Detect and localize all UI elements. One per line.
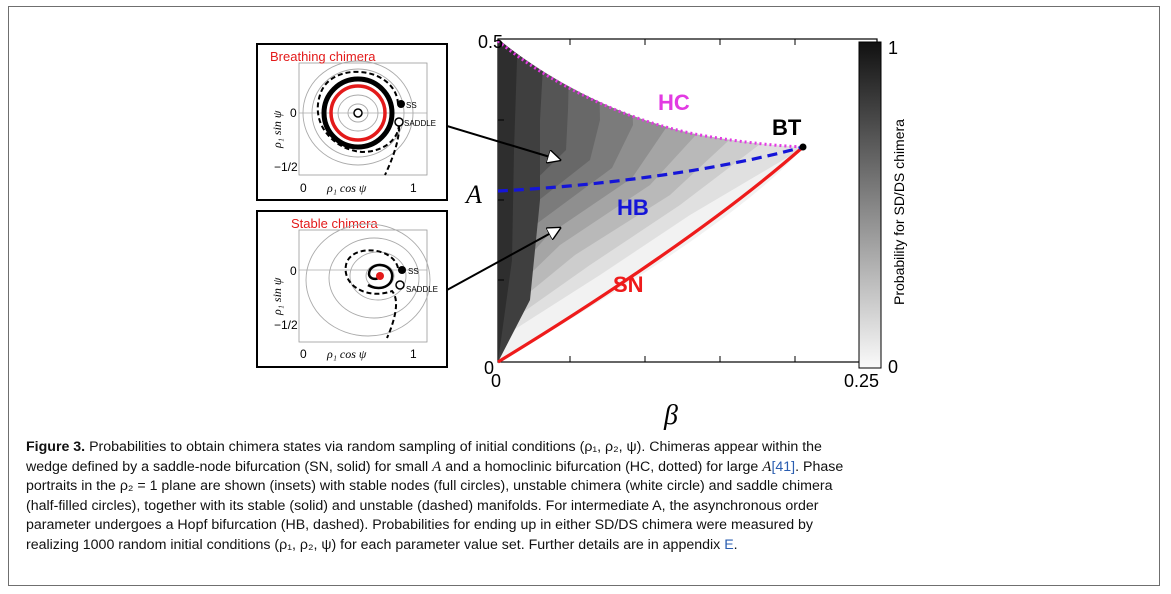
caption-line-2b: and a homoclinic bifurcation (HC, dotted…	[441, 458, 763, 475]
inset-top-ytick-0: 0	[290, 106, 297, 120]
colorbar-tick-top: 1	[888, 38, 898, 58]
hc-curve	[497, 39, 804, 149]
caption-line-1: Probabilities to obtain chimera states v…	[85, 439, 822, 455]
inset-top-title: Breathing chimera	[270, 49, 376, 64]
caption-label: Figure 3.	[26, 439, 86, 455]
inset-bottom-ylabel: ρ₁ sin ψ	[270, 277, 284, 316]
inset-top-saddle: SADDLE	[404, 119, 436, 128]
caption-var-a2: A	[762, 458, 772, 475]
label-hb: HB	[617, 195, 649, 220]
caption-line-6b: .	[733, 536, 738, 553]
sn-curve	[497, 145, 805, 364]
bt-point	[799, 143, 807, 151]
y-tick-top: 0.5	[478, 32, 503, 52]
inset-breathing: Breathing chimera SS SADDLE ρ₁ sin ψ 0 −…	[256, 43, 448, 201]
y-tick-bottom: 0	[484, 358, 494, 378]
inset-stable: Stable chimera SS SADDLE ρ₁ sin ψ 0 −1/2…	[256, 210, 448, 368]
x-axis-label: β	[663, 400, 678, 431]
inset-top-xtick-0: 0	[300, 181, 307, 195]
label-bt: BT	[772, 115, 802, 140]
inset-bottom-xtick-0: 0	[300, 347, 307, 361]
inset-bottom-xtick-1: 1	[410, 347, 417, 361]
hb-curve	[497, 145, 804, 193]
colorbar: 1 0 Probability for SD/DS chimera	[858, 38, 907, 377]
inset-bottom-saddle: SADDLE	[406, 285, 438, 294]
inset-top-xlabel: ρ₁ cos ψ	[326, 181, 367, 195]
colorbar-label: Probability for SD/DS chimera	[891, 119, 907, 305]
inset-bottom-title: Stable chimera	[291, 216, 378, 231]
caption-var-a1: A	[432, 458, 442, 475]
label-hc: HC	[658, 90, 690, 115]
inset-top-ytick-1: −1/2	[274, 160, 298, 174]
inset-bottom-xlabel: ρ₁ cos ψ	[326, 347, 367, 361]
arrow-stable	[446, 228, 560, 291]
inset-bottom-ytick-1: −1/2	[274, 318, 298, 332]
caption-ref-appendix-e[interactable]: E	[724, 536, 734, 553]
caption-ref-41[interactable]: [41]	[771, 458, 796, 475]
caption-line-3: portraits in the ρ₂ = 1 plane are shown …	[26, 478, 833, 494]
figure-graphic: 0.5 0 0 0.25 A β HC HB SN BT 1 0 Probabi…	[256, 32, 907, 431]
inset-bottom-ss: SS	[408, 267, 419, 276]
caption-line-2a: wedge defined by a saddle-node bifurcati…	[26, 458, 433, 475]
inset-top-ss: SS	[406, 101, 417, 110]
inset-top-xtick-1: 1	[410, 181, 417, 195]
main-plot: 0.5 0 0 0.25 A β HC HB SN BT	[464, 32, 879, 431]
caption-line-4: (half-filled circles), together with its…	[26, 497, 819, 514]
y-axis-label: A	[464, 180, 482, 209]
inset-top-ylabel: ρ₁ sin ψ	[270, 110, 284, 149]
caption-line-2c: . Phase	[795, 458, 844, 475]
x-tick-left: 0	[491, 371, 501, 391]
arrow-breathing	[446, 125, 560, 160]
inset-bottom-ytick-0: 0	[290, 264, 297, 278]
colorbar-tick-bottom: 0	[888, 357, 898, 377]
caption-line-5: parameter undergoes a Hopf bifurcation (…	[26, 517, 814, 533]
x-tick-right: 0.25	[844, 371, 879, 391]
figure-caption: Figure 3. Probabilities to obtain chimer…	[26, 438, 1141, 555]
caption-line-6a: realizing 1000 random initial conditions…	[26, 536, 725, 553]
label-sn: SN	[613, 272, 644, 297]
